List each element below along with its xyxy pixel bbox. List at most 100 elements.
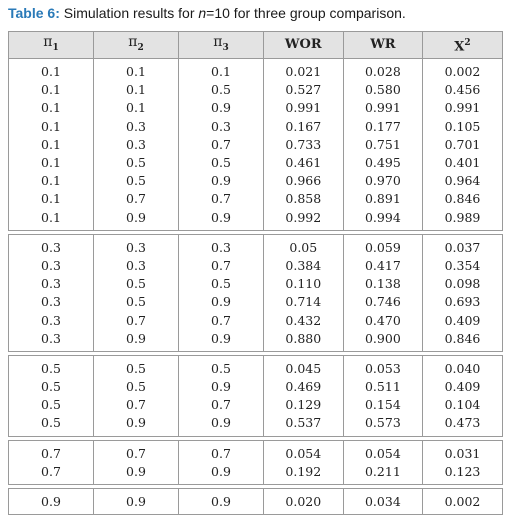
pi3-cell: 0.7	[178, 396, 264, 415]
wor-cell: 0.527	[263, 81, 344, 100]
table-row: 0.1 0.3 0.7 0.733 0.751 0.701	[8, 135, 503, 154]
table-row: 0.1 0.7 0.7 0.858 0.891 0.846	[8, 190, 503, 209]
x2-cell: 0.991	[422, 99, 503, 118]
wor-cell: 0.858	[263, 190, 344, 209]
x2-cell: 0.846	[422, 190, 503, 209]
pi3-cell: 0.9	[178, 462, 264, 485]
wor-cell: 0.461	[263, 153, 344, 173]
pi3-cell: 0.7	[178, 190, 264, 209]
pi3-cell: 0.7	[178, 256, 264, 276]
wor-cell: 0.129	[263, 396, 344, 415]
pi1-cell: 0.1	[8, 172, 94, 191]
header-pi2: π2	[93, 31, 179, 59]
table-row: 0.9 0.9 0.9 0.020 0.034 0.002	[8, 488, 503, 515]
pi2-cell: 0.7	[93, 396, 179, 415]
table-row: 0.1 0.5 0.5 0.461 0.495 0.401	[8, 153, 503, 173]
pi2-cell: 0.5	[93, 153, 179, 173]
table-row: 0.5 0.9 0.9 0.537 0.573 0.473	[8, 414, 503, 437]
wr-cell: 0.891	[342, 190, 424, 209]
pi1-cell: 0.5	[8, 355, 94, 378]
pi3-cell: 0.7	[178, 311, 264, 330]
pi2-cell: 0.9	[93, 488, 179, 515]
x2-cell: 0.473	[422, 414, 503, 437]
wr-cell: 0.900	[342, 329, 424, 352]
table-row: 0.5 0.7 0.7 0.129 0.154 0.104	[8, 396, 503, 415]
header-wr: WR	[342, 31, 424, 59]
wor-cell: 0.021	[263, 58, 344, 82]
header-pi1-symbol: π	[43, 34, 53, 51]
pi2-cell: 0.5	[93, 275, 179, 294]
table-row: 0.3 0.3 0.7 0.384 0.417 0.354	[8, 256, 503, 276]
table-row: 0.7 0.9 0.9 0.192 0.211 0.123	[8, 462, 503, 485]
wor-cell: 0.192	[263, 462, 344, 485]
header-pi3-subscript: 3	[222, 42, 229, 53]
pi2-cell: 0.9	[93, 208, 179, 231]
table-header: π1 π2 π3 WOR WR X2	[8, 31, 503, 59]
pi1-cell: 0.9	[8, 488, 94, 515]
pi3-cell: 0.9	[178, 378, 264, 397]
pi3-cell: 0.5	[178, 275, 264, 294]
table-row: 0.7 0.7 0.7 0.054 0.054 0.031	[8, 440, 503, 463]
wr-cell: 0.970	[342, 172, 424, 191]
pi3-cell: 0.9	[178, 208, 264, 231]
x2-cell: 0.105	[422, 117, 503, 136]
pi3-cell: 0.9	[178, 293, 264, 312]
x2-cell: 0.031	[422, 440, 503, 463]
wor-cell: 0.020	[263, 488, 344, 515]
caption-label: Table 6:	[8, 5, 60, 21]
table-row: 0.1 0.5 0.9 0.966 0.970 0.964	[8, 172, 503, 191]
wr-cell: 0.028	[342, 58, 424, 82]
pi3-cell: 0.9	[178, 329, 264, 352]
pi2-cell: 0.7	[93, 190, 179, 209]
wr-cell: 0.417	[342, 256, 424, 276]
pi2-cell: 0.7	[93, 440, 179, 463]
wr-cell: 0.177	[342, 117, 424, 136]
wr-cell: 0.991	[342, 99, 424, 118]
pi3-cell: 0.9	[178, 414, 264, 437]
pi3-cell: 0.7	[178, 135, 264, 154]
pi3-cell: 0.5	[178, 355, 264, 378]
pi1-cell: 0.3	[8, 311, 94, 330]
wr-cell: 0.573	[342, 414, 424, 437]
pi2-cell: 0.9	[93, 329, 179, 352]
table-row: 0.1 0.1 0.1 0.021 0.028 0.002	[8, 58, 503, 82]
wor-cell: 0.110	[263, 275, 344, 294]
x2-cell: 0.701	[422, 135, 503, 154]
wor-cell: 0.714	[263, 293, 344, 312]
x2-cell: 0.989	[422, 208, 503, 231]
pi2-cell: 0.7	[93, 311, 179, 330]
x2-cell: 0.098	[422, 275, 503, 294]
x2-cell: 0.846	[422, 329, 503, 352]
table-row: 0.1 0.9 0.9 0.992 0.994 0.989	[8, 208, 503, 231]
wr-cell: 0.211	[342, 462, 424, 485]
caption-n-variable: n	[198, 5, 207, 21]
pi3-cell: 0.7	[178, 440, 264, 463]
header-pi2-subscript: 2	[137, 42, 144, 53]
caption-text-before: Simulation results for	[59, 5, 199, 21]
pi3-cell: 0.5	[178, 81, 264, 100]
table-row: 0.3 0.3 0.3 0.05 0.059 0.037	[8, 234, 503, 257]
x2-cell: 0.002	[422, 58, 503, 82]
header-pi1: π1	[8, 31, 94, 59]
pi1-cell: 0.1	[8, 58, 94, 82]
pi2-cell: 0.5	[93, 378, 179, 397]
table-row: 0.3 0.9 0.9 0.880 0.900 0.846	[8, 329, 503, 352]
pi1-cell: 0.1	[8, 208, 94, 231]
pi1-cell: 0.1	[8, 81, 94, 100]
pi2-cell: 0.9	[93, 414, 179, 437]
wr-cell: 0.751	[342, 135, 424, 154]
wor-cell: 0.733	[263, 135, 344, 154]
pi2-cell: 0.5	[93, 355, 179, 378]
wr-cell: 0.580	[342, 81, 424, 100]
pi1-cell: 0.3	[8, 234, 94, 257]
pi3-cell: 0.5	[178, 153, 264, 173]
pi1-cell: 0.1	[8, 135, 94, 154]
pi2-cell: 0.1	[93, 58, 179, 82]
table-row: 0.1 0.3 0.3 0.167 0.177 0.105	[8, 117, 503, 136]
pi1-cell: 0.7	[8, 440, 94, 463]
x2-cell: 0.123	[422, 462, 503, 485]
x2-cell: 0.964	[422, 172, 503, 191]
pi1-cell: 0.3	[8, 293, 94, 312]
wr-cell: 0.138	[342, 275, 424, 294]
x2-cell: 0.040	[422, 355, 503, 378]
